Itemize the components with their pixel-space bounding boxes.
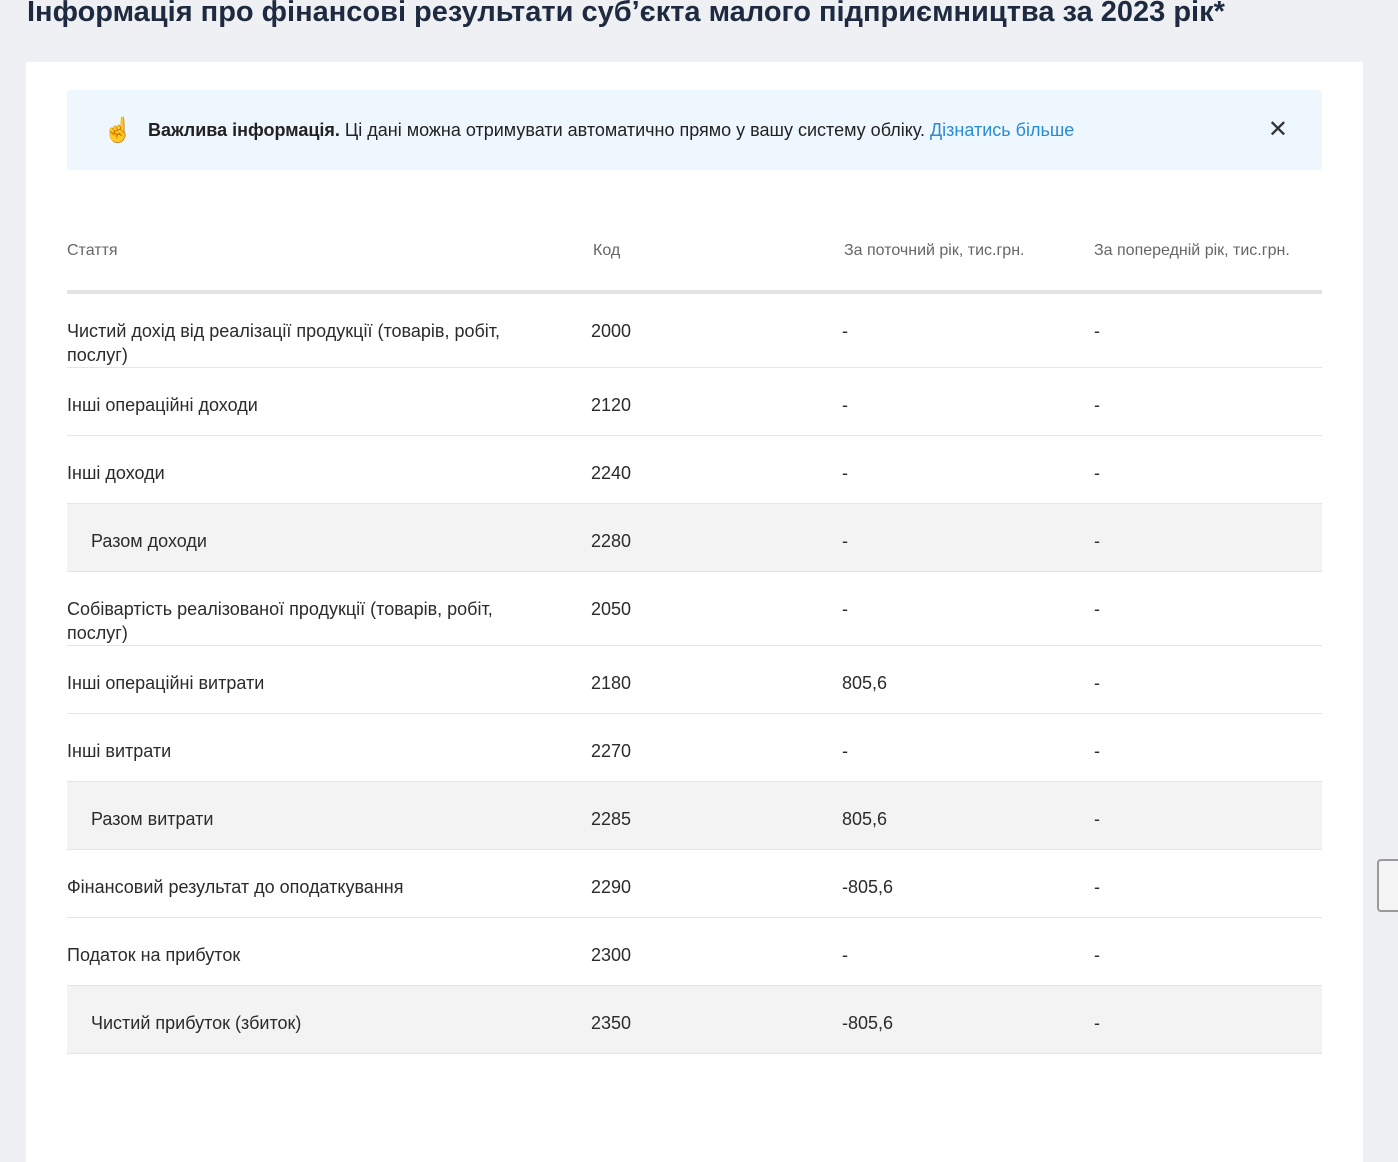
row-previous-year: -	[1094, 367, 1322, 436]
table-row: Інші операційні доходи 2120- -	[67, 367, 1322, 436]
table-row: Фінансовий результат до оподаткування 229…	[67, 849, 1322, 918]
table-header: Стаття Код За поточний рік, тис.грн. За …	[67, 212, 1322, 294]
row-current-year: 805,6	[842, 781, 1094, 850]
header-article: Стаття	[67, 212, 591, 294]
financial-table: Стаття Код За поточний рік, тис.грн. За …	[67, 212, 1322, 1054]
table-row: Собівартість реалізованої продукції (тов…	[67, 571, 1322, 646]
row-code: 2280	[591, 503, 842, 572]
table-row: Інші витрати 2270- -	[67, 713, 1322, 782]
table-row: Чистий прибуток (збиток) 2350 -805,6-	[67, 985, 1322, 1054]
table-row: Разом доходи 2280- -	[67, 503, 1322, 572]
row-code: 2240	[591, 435, 842, 504]
table-row: Інші доходи 2240- -	[67, 435, 1322, 504]
row-code: 2300	[591, 917, 842, 986]
row-current-year: -	[842, 713, 1094, 782]
row-name: Фінансовий результат до оподаткування	[67, 849, 591, 918]
side-panel-toggle[interactable]	[1377, 859, 1398, 912]
row-previous-year: -	[1094, 849, 1322, 918]
row-previous-year: -	[1094, 713, 1322, 782]
row-code: 2285	[591, 781, 842, 850]
row-name: Чистий прибуток (збиток)	[67, 985, 591, 1054]
row-name: Разом витрати	[67, 781, 591, 850]
row-name: Інші операційні доходи	[67, 367, 591, 436]
row-current-year: -	[842, 917, 1094, 986]
row-previous-year: -	[1094, 985, 1322, 1054]
row-current-year: -	[842, 292, 1094, 368]
table-row: Разом витрати 2285 805,6-	[67, 781, 1322, 850]
row-code: 2000	[591, 292, 842, 368]
row-current-year: -	[842, 571, 1094, 646]
row-previous-year: -	[1094, 503, 1322, 572]
row-current-year: -	[842, 367, 1094, 436]
row-code: 2180	[591, 645, 842, 714]
row-code: 2270	[591, 713, 842, 782]
table-row: Податок на прибуток 2300- -	[67, 917, 1322, 986]
row-previous-year: -	[1094, 917, 1322, 986]
header-current-year: За поточний рік, тис.грн.	[842, 212, 1094, 294]
row-name: Чистий дохід від реалізації продукції (т…	[67, 292, 591, 368]
row-name: Інші витрати	[67, 713, 591, 782]
table-row: Чистий дохід від реалізації продукції (т…	[67, 292, 1322, 368]
info-alert: ☝ Важлива інформація. Ці дані можна отри…	[67, 90, 1322, 170]
alert-text: Важлива інформація. Ці дані можна отриму…	[148, 120, 1074, 141]
financial-results-card: ☝ Важлива інформація. Ці дані можна отри…	[26, 62, 1363, 1162]
alert-bold: Важлива інформація.	[148, 119, 340, 140]
row-current-year: -805,6	[842, 849, 1094, 918]
page-title: Інформація про фінансові результати суб’…	[27, 0, 1225, 28]
row-name: Собівартість реалізованої продукції (тов…	[67, 571, 591, 646]
row-current-year: -805,6	[842, 985, 1094, 1054]
row-current-year: 805,6	[842, 645, 1094, 714]
row-previous-year: -	[1094, 571, 1322, 646]
close-icon[interactable]: ✕	[1267, 116, 1288, 143]
row-current-year: -	[842, 503, 1094, 572]
row-name: Інші операційні витрати	[67, 645, 591, 714]
row-current-year: -	[842, 435, 1094, 504]
row-name: Інші доходи	[67, 435, 591, 504]
row-name: Разом доходи	[67, 503, 591, 572]
learn-more-link[interactable]: Дізнатись більше	[929, 119, 1075, 140]
row-code: 2290	[591, 849, 842, 918]
pointing-hand-icon: ☝	[103, 116, 133, 144]
row-previous-year: -	[1094, 781, 1322, 850]
table-row: Інші операційні витрати 2180 805,6-	[67, 645, 1322, 714]
row-previous-year: -	[1094, 435, 1322, 504]
alert-message: Ці дані можна отримувати автоматично пря…	[339, 119, 930, 140]
row-previous-year: -	[1094, 645, 1322, 714]
row-code: 2120	[591, 367, 842, 436]
row-code: 2050	[591, 571, 842, 646]
header-previous-year: За попередній рік, тис.грн.	[1094, 212, 1322, 294]
row-name: Податок на прибуток	[67, 917, 591, 986]
header-code: Код	[591, 212, 842, 294]
row-previous-year: -	[1094, 292, 1322, 368]
row-code: 2350	[591, 985, 842, 1054]
